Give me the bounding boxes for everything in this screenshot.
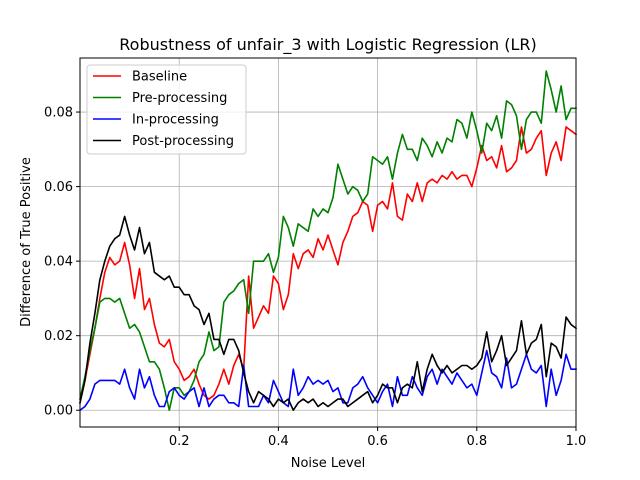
y-tick-label: 0.08	[44, 106, 73, 121]
y-axis-label: Difference of True Positive	[19, 157, 34, 327]
series-line-in-processing	[78, 349, 577, 412]
x-tick-label: 0.6	[367, 434, 388, 449]
legend-label-in-processing: In-processing	[132, 113, 219, 128]
axis-ticks: 0.2 0.4 0.6 0.8 1.0 0.00 0.02 0.04 0.06 0.08	[44, 106, 586, 449]
y-tick-label: 0.00	[44, 404, 73, 419]
series-line-baseline	[79, 126, 578, 404]
y-tick-label: 0.02	[44, 329, 73, 344]
series-line-pre-processing	[79, 70, 577, 412]
x-tick-label: 1.0	[566, 434, 587, 449]
chart-title: Robustness of unfair_3 with Logistic Reg…	[119, 35, 536, 55]
y-tick-label: 0.04	[44, 255, 73, 270]
x-axis-label: Noise Level	[291, 456, 366, 471]
legend: Baseline Pre-processing In-processing Post-…	[86, 64, 247, 155]
x-tick-label: 0.2	[169, 434, 190, 449]
legend-label-pre-processing: Pre-processing	[132, 91, 227, 106]
x-tick-label: 0.4	[268, 434, 289, 449]
grid	[80, 58, 577, 427]
legend-box	[86, 64, 247, 155]
legend-label-post-processing: Post-processing	[132, 134, 234, 149]
plot-lines	[78, 70, 578, 412]
x-tick-label: 0.8	[466, 434, 487, 449]
y-tick-label: 0.06	[44, 180, 73, 195]
series-line-post-processing	[79, 215, 578, 412]
legend-label-baseline: Baseline	[132, 70, 187, 85]
plot-frame	[79, 57, 577, 428]
